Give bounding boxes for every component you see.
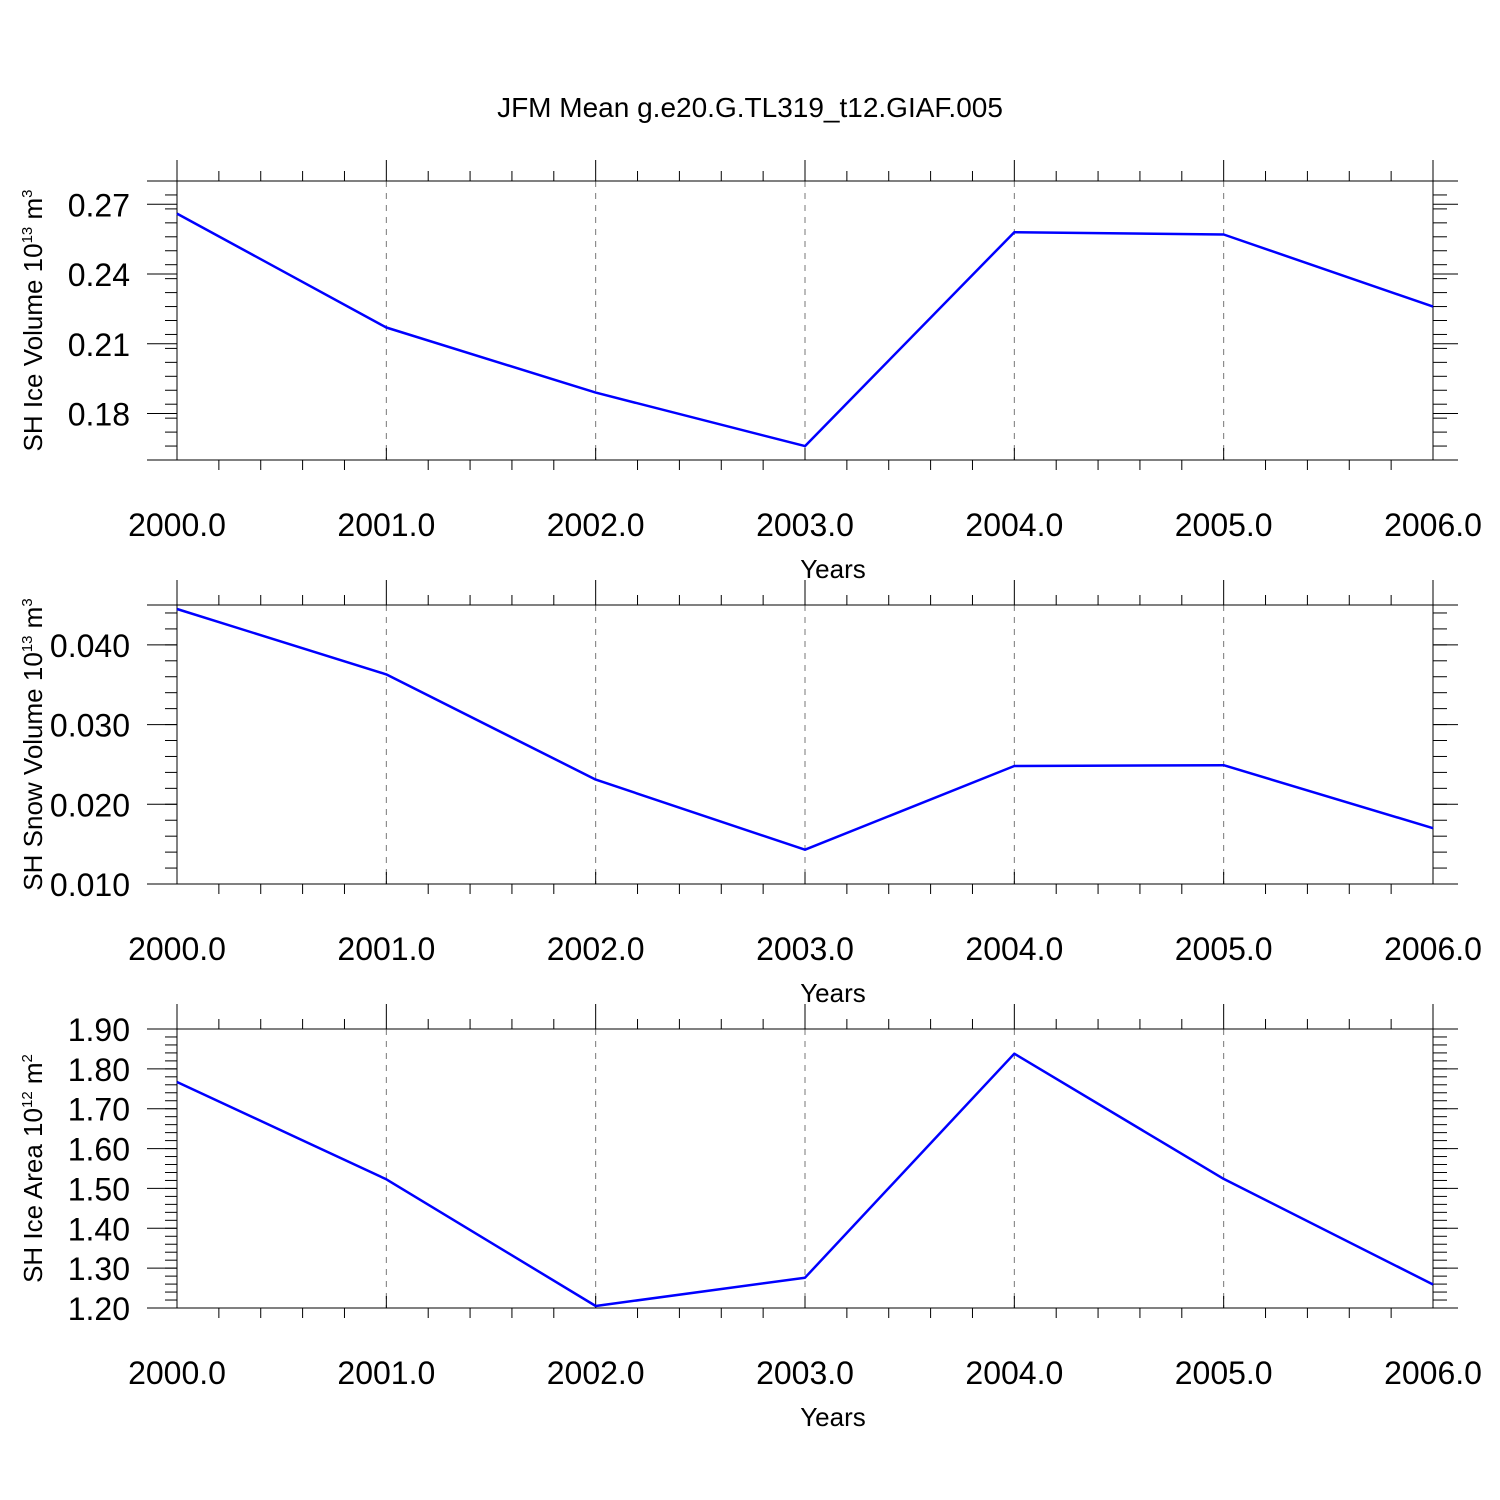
y-tick-label: 0.020 — [50, 787, 130, 823]
x-tick-label: 2005.0 — [1175, 1355, 1273, 1391]
x-axis-title: Years — [800, 978, 866, 1008]
x-tick-label: 2006.0 — [1384, 931, 1482, 967]
y-tick-label: 1.70 — [68, 1092, 130, 1128]
x-tick-label: 2006.0 — [1384, 1355, 1482, 1391]
panel-3: 2000.0 2001.0 2002.0 2003.0 2004.0 2005.0 2006… — [18, 1004, 1482, 1432]
x-tick-label: 2005.0 — [1175, 507, 1273, 543]
series-line-2 — [176, 607, 1434, 851]
y-tick-label: 0.010 — [50, 867, 130, 903]
x-tick-label: 2000.0 — [128, 931, 226, 967]
panel-1: 2000.0 2001.0 2002.0 2003.0 2004.0 2005.0 2006… — [18, 160, 1482, 584]
x-tick-label: 2003.0 — [756, 507, 854, 543]
y-tick-label: 1.90 — [68, 1012, 130, 1048]
series-line-1 — [176, 212, 1434, 448]
y-axis-title: SH Snow Volume 1013 m3 — [18, 598, 48, 890]
y-tick-label: 0.040 — [50, 628, 130, 664]
x-tick-label: 2005.0 — [1175, 931, 1273, 967]
y-axis-title: SH Ice Area 1012 m2 — [18, 1054, 48, 1283]
y-tick-label: 0.24 — [68, 257, 130, 293]
y-axis-title: SH Ice Volume 1013 m3 — [18, 189, 48, 451]
y-tick-label: 1.30 — [68, 1251, 130, 1287]
y-tick-label: 1.40 — [68, 1211, 130, 1247]
x-tick-label: 2002.0 — [547, 1355, 645, 1391]
y-tick-label: 0.27 — [68, 187, 130, 223]
x-tick-label: 2000.0 — [128, 1355, 226, 1391]
x-tick-label: 2003.0 — [756, 931, 854, 967]
y-tick-label: 1.80 — [68, 1052, 130, 1088]
x-tick-label: 2006.0 — [1384, 507, 1482, 543]
y-tick-label: 1.60 — [68, 1132, 130, 1168]
y-tick-label: 0.030 — [50, 708, 130, 744]
panel-2: 2000.0 2001.0 2002.0 2003.0 2004.0 2005.0 2006… — [18, 580, 1482, 1008]
x-tick-label: 2001.0 — [337, 931, 435, 967]
x-tick-label: 2002.0 — [547, 931, 645, 967]
series-line-3 — [176, 1052, 1434, 1308]
x-tick-label: 2002.0 — [547, 507, 645, 543]
x-axis-title: Years — [800, 554, 866, 584]
x-tick-label: 2001.0 — [337, 507, 435, 543]
x-tick-label: 2001.0 — [337, 1355, 435, 1391]
y-tick-label: 0.21 — [68, 327, 130, 363]
x-tick-label: 2004.0 — [965, 1355, 1063, 1391]
x-tick-label: 2000.0 — [128, 507, 226, 543]
x-tick-label: 2004.0 — [965, 507, 1063, 543]
y-tick-label: 1.20 — [68, 1291, 130, 1327]
x-tick-label: 2003.0 — [756, 1355, 854, 1391]
panels: 2000.0 2001.0 2002.0 2003.0 2004.0 2005.0 2006… — [18, 160, 1482, 1432]
figure-title: JFM Mean g.e20.G.TL319_t12.GIAF.005 — [497, 92, 1003, 123]
x-axis-title: Years — [800, 1402, 866, 1432]
x-tick-label: 2004.0 — [965, 931, 1063, 967]
y-tick-label: 1.50 — [68, 1171, 130, 1207]
y-tick-label: 0.18 — [68, 397, 130, 433]
